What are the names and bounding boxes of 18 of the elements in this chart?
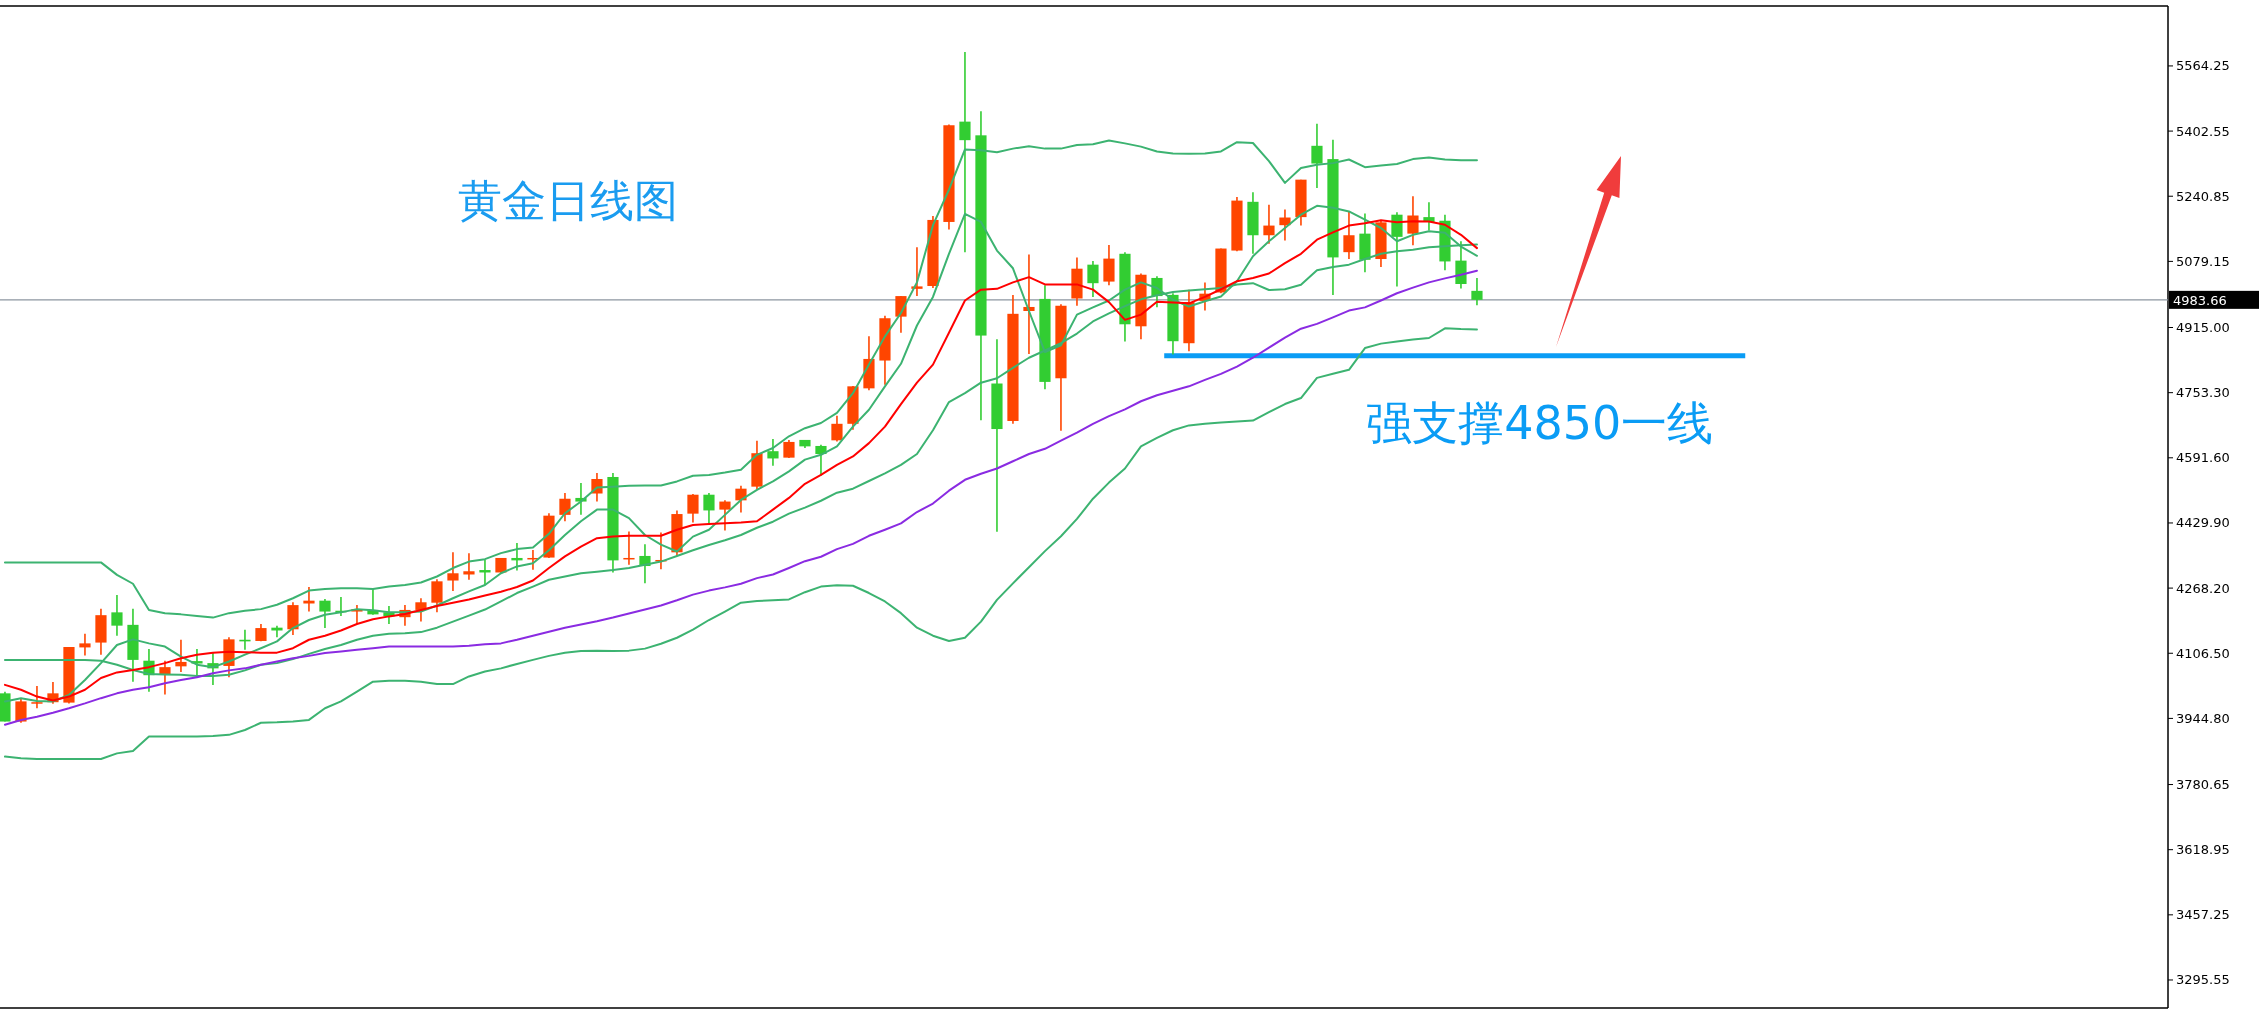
y-tick-label: 3780.65 bbox=[2176, 777, 2230, 793]
y-tick-label: 3295.55 bbox=[2176, 972, 2230, 988]
y-tick-label: 5079.15 bbox=[2176, 253, 2230, 269]
y-tick-label: 3457.25 bbox=[2176, 907, 2230, 923]
y-tick-label: 4268.20 bbox=[2176, 580, 2230, 596]
text: 黄金日线图 bbox=[458, 175, 678, 226]
y-tick-label: 5564.25 bbox=[2176, 58, 2230, 74]
y-tick-label: 5402.55 bbox=[2176, 123, 2230, 139]
y-tick-label: 5240.85 bbox=[2176, 188, 2230, 204]
y-tick-label: 4106.50 bbox=[2176, 645, 2230, 661]
ref-line-label: 4983.66 bbox=[2173, 292, 2227, 308]
y-tick-label: 3618.95 bbox=[2176, 842, 2230, 858]
y-tick-label: 4591.60 bbox=[2176, 450, 2230, 466]
ref-line-label: 强支撑4850一线 bbox=[1366, 395, 1714, 450]
y-tick-label: 4915.00 bbox=[2176, 320, 2230, 336]
y-tick-label: 4429.90 bbox=[2176, 515, 2230, 531]
y-tick-label: 3944.80 bbox=[2176, 710, 2230, 726]
y-tick-label: 4753.30 bbox=[2176, 385, 2230, 401]
